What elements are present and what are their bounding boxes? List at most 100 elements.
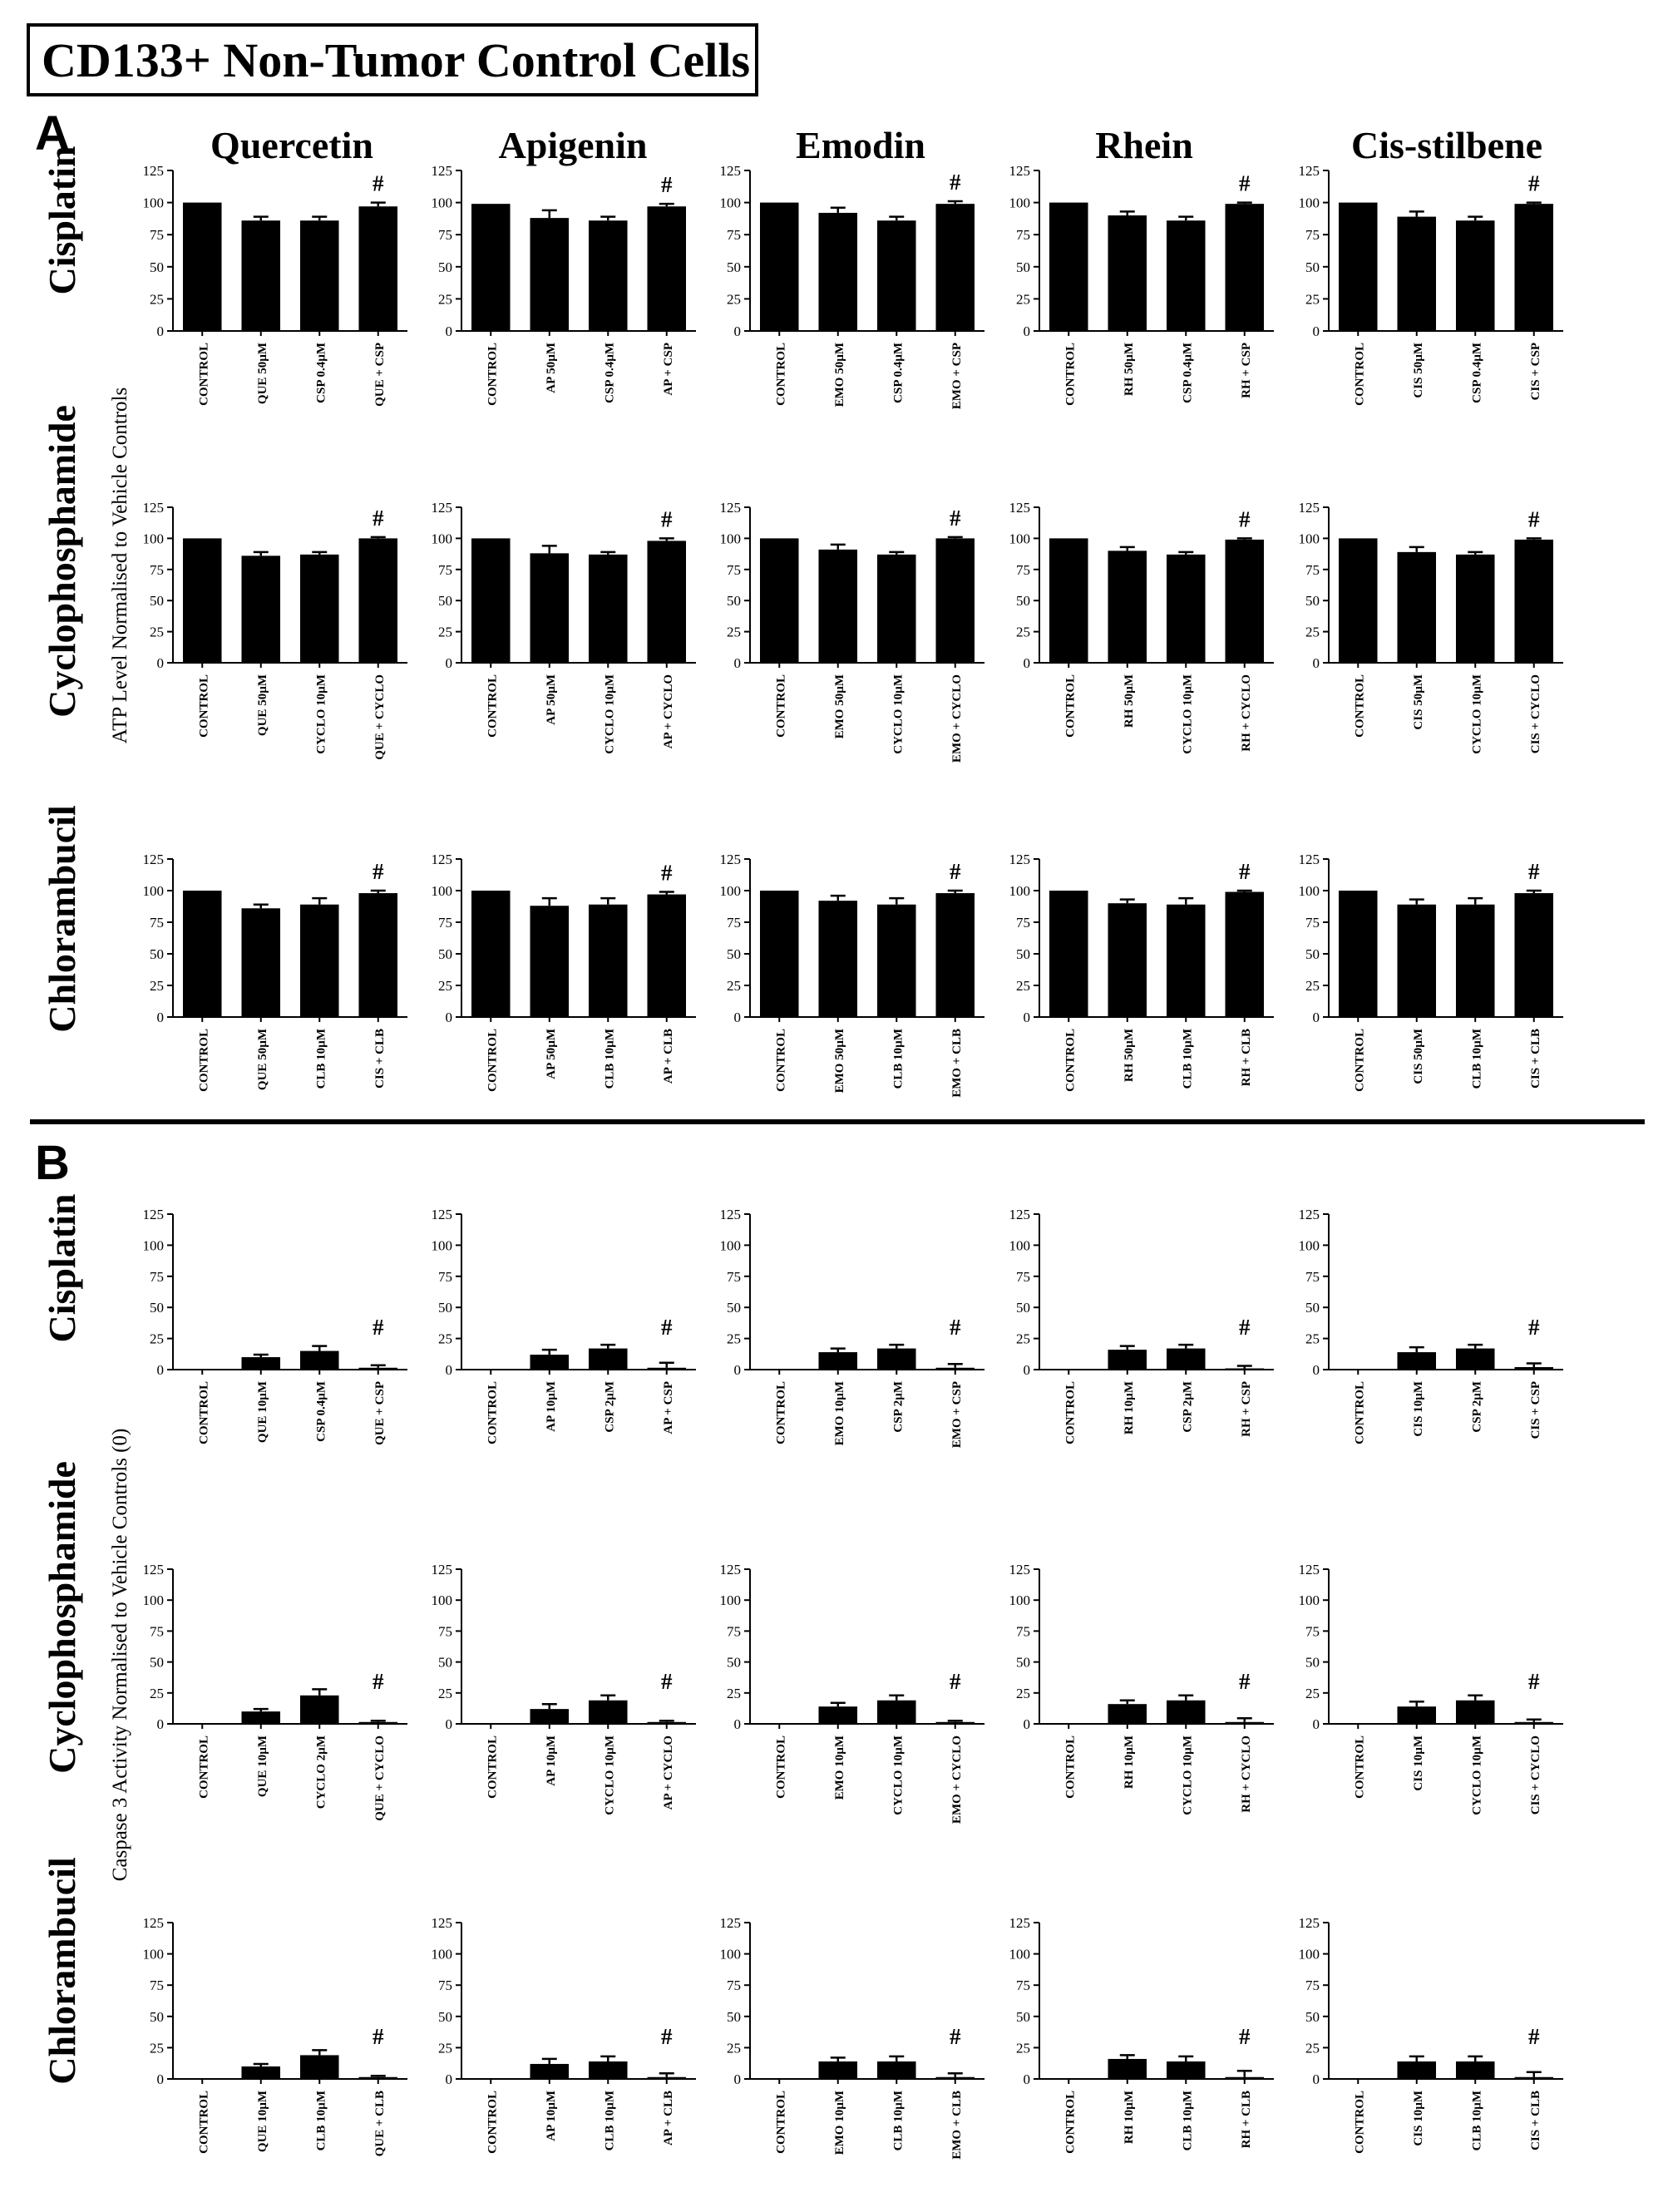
bar bbox=[759, 202, 799, 331]
y-tick-label: 0 bbox=[1024, 1716, 1031, 1732]
bar bbox=[1397, 904, 1437, 1017]
y-tick-label: 125 bbox=[143, 852, 165, 867]
y-tick-label: 125 bbox=[143, 1915, 165, 1931]
y-tick-label: 50 bbox=[150, 2009, 164, 2025]
x-tick-label: CSP 0.4µM bbox=[1181, 343, 1194, 403]
bar bbox=[876, 904, 916, 1017]
x-tick-label: CONTROL bbox=[486, 343, 499, 406]
bar bbox=[935, 2076, 975, 2079]
y-tick-label: 125 bbox=[1299, 852, 1320, 867]
x-tick-label: AP 10µM bbox=[545, 1381, 558, 1432]
x-tick-label: CONTROL bbox=[1063, 1029, 1077, 1092]
y-tick-label: 100 bbox=[720, 1947, 742, 1963]
y-tick-label: 50 bbox=[727, 593, 741, 609]
bar bbox=[299, 2055, 339, 2079]
x-tick-label: CIS 50µM bbox=[1412, 343, 1425, 398]
y-tick-label: 75 bbox=[727, 562, 741, 578]
x-tick-label: RH 10µM bbox=[1123, 2091, 1136, 2144]
bar bbox=[1166, 1348, 1206, 1370]
bar bbox=[530, 2063, 570, 2079]
y-tick-label: 100 bbox=[1009, 195, 1031, 211]
x-tick-label: CONTROL bbox=[1063, 1736, 1077, 1799]
significance-marker: # bbox=[1528, 506, 1540, 531]
y-tick-label: 125 bbox=[1009, 1562, 1031, 1578]
panel-letter-b: B bbox=[35, 1136, 70, 1190]
bar bbox=[588, 220, 628, 331]
bar bbox=[647, 541, 687, 663]
bar bbox=[588, 2061, 628, 2079]
chart-b-3-1: 0 25 50 75 100 125 CONTROL QUE 10µM CLB 10µM QUE … bbox=[143, 1915, 407, 2156]
x-tick-label: CYCLO 10µM bbox=[891, 1736, 905, 1815]
bar bbox=[471, 891, 511, 1017]
y-tick-label: 75 bbox=[438, 915, 452, 931]
y-tick-label: 100 bbox=[1009, 1947, 1031, 1963]
y-tick-label: 75 bbox=[1016, 1623, 1030, 1639]
bar bbox=[588, 1700, 628, 1724]
bar bbox=[1049, 538, 1088, 663]
y-tick-label: 50 bbox=[727, 1655, 741, 1671]
bar bbox=[935, 1367, 975, 1370]
x-tick-label: CONTROL bbox=[1063, 1381, 1077, 1444]
chart-b-1-2: 0 25 50 75 100 125 CONTROL AP 10µM CSP 2µM AP + C… bbox=[432, 1207, 696, 1444]
bar bbox=[935, 204, 975, 331]
x-tick-label: CLB 10µM bbox=[314, 1029, 328, 1089]
y-tick-label: 25 bbox=[1016, 1686, 1030, 1701]
y-tick-label: 50 bbox=[1305, 259, 1320, 275]
y-tick-label: 100 bbox=[720, 195, 742, 211]
y-tick-label: 25 bbox=[150, 291, 164, 307]
y-tick-label: 50 bbox=[438, 259, 452, 275]
y-tick-label: 50 bbox=[438, 1300, 452, 1316]
y-tick-label: 125 bbox=[432, 852, 453, 867]
y-tick-label: 50 bbox=[1016, 2009, 1030, 2025]
y-tick-label: 100 bbox=[143, 883, 165, 899]
y-tick-label: 75 bbox=[727, 915, 741, 931]
bar bbox=[1455, 904, 1495, 1017]
significance-marker: # bbox=[661, 1315, 673, 1340]
bar bbox=[1166, 554, 1206, 663]
bar bbox=[1514, 1367, 1554, 1370]
bar bbox=[358, 2076, 398, 2079]
bar bbox=[1166, 904, 1206, 1017]
y-tick-label: 0 bbox=[1313, 323, 1320, 339]
bar bbox=[759, 538, 799, 663]
chart-b-3-2: 0 25 50 75 100 125 CONTROL AP 10µM CLB 10µM AP + … bbox=[432, 1915, 696, 2154]
y-tick-label: 50 bbox=[438, 946, 452, 962]
x-tick-label: CONTROL bbox=[197, 1029, 210, 1092]
bar bbox=[1455, 1700, 1495, 1724]
y-tick-label: 75 bbox=[150, 1977, 164, 1993]
x-tick-label: CONTROL bbox=[774, 1029, 787, 1092]
x-tick-label: CONTROL bbox=[774, 674, 787, 738]
x-tick-label: CONTROL bbox=[197, 1736, 210, 1799]
x-tick-label: EMO 10µM bbox=[833, 1381, 846, 1445]
x-tick-label: CIS + CLB bbox=[373, 1029, 387, 1089]
x-tick-label: EMO + CYCLO bbox=[950, 674, 964, 763]
significance-marker: # bbox=[950, 859, 961, 884]
bar bbox=[299, 1350, 339, 1370]
y-tick-label: 25 bbox=[727, 291, 741, 307]
y-tick-label: 50 bbox=[727, 946, 741, 962]
y-tick-label: 0 bbox=[1313, 1362, 1320, 1378]
bar bbox=[1397, 2061, 1437, 2079]
bar bbox=[1166, 1700, 1206, 1724]
x-tick-label: QUE 10µM bbox=[256, 2091, 269, 2152]
y-tick-label: 75 bbox=[1305, 562, 1320, 578]
x-tick-label: RH + CLB bbox=[1240, 2091, 1253, 2148]
y-tick-label: 25 bbox=[438, 1686, 452, 1701]
y-tick-label: 0 bbox=[1024, 323, 1031, 339]
significance-marker: # bbox=[661, 861, 673, 886]
x-tick-label: CIS 10µM bbox=[1412, 2091, 1425, 2146]
y-tick-label: 25 bbox=[1305, 625, 1320, 640]
y-tick-label: 75 bbox=[438, 562, 452, 578]
bar bbox=[818, 1352, 858, 1370]
x-tick-label: CONTROL bbox=[1353, 1381, 1366, 1444]
y-tick-label: 75 bbox=[150, 1623, 164, 1639]
chart-a-2-3: 0 25 50 75 100 125 CONTROL EMO 50µM CYCLO 10µM EM… bbox=[720, 500, 984, 763]
x-tick-label: AP + CYCLO bbox=[662, 1736, 675, 1810]
y-tick-label: 25 bbox=[727, 625, 741, 640]
significance-marker: # bbox=[1528, 171, 1540, 196]
y-tick-label: 100 bbox=[1009, 1592, 1031, 1608]
bar bbox=[182, 1723, 222, 1724]
x-tick-label: AP + CYCLO bbox=[662, 674, 675, 748]
x-tick-label: QUE 10µM bbox=[256, 1736, 269, 1797]
